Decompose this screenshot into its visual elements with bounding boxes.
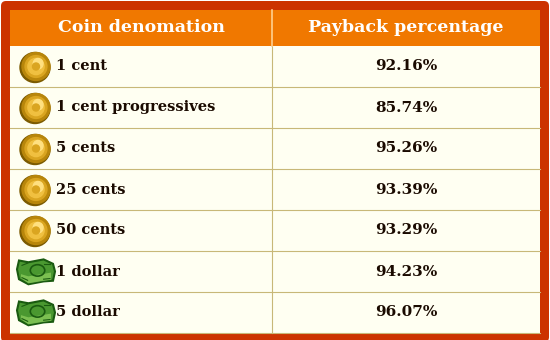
Circle shape bbox=[25, 220, 47, 241]
Text: Coin denomation: Coin denomation bbox=[58, 19, 224, 36]
Circle shape bbox=[22, 52, 50, 81]
Polygon shape bbox=[17, 259, 55, 284]
Circle shape bbox=[22, 217, 50, 244]
Circle shape bbox=[22, 135, 50, 163]
Circle shape bbox=[25, 55, 47, 78]
Text: 93.39%: 93.39% bbox=[375, 183, 437, 197]
Text: 92.16%: 92.16% bbox=[375, 59, 437, 73]
Circle shape bbox=[28, 58, 44, 74]
Polygon shape bbox=[21, 313, 51, 324]
Text: 93.29%: 93.29% bbox=[375, 223, 437, 238]
Circle shape bbox=[25, 178, 47, 200]
Text: 1 cent: 1 cent bbox=[56, 59, 107, 73]
Ellipse shape bbox=[33, 58, 43, 69]
Circle shape bbox=[32, 104, 40, 111]
Circle shape bbox=[20, 175, 50, 205]
Circle shape bbox=[20, 52, 50, 83]
Text: 5 dollar: 5 dollar bbox=[56, 306, 120, 320]
Circle shape bbox=[28, 99, 44, 116]
Text: 94.23%: 94.23% bbox=[375, 265, 437, 278]
Circle shape bbox=[28, 181, 44, 198]
Text: 1 dollar: 1 dollar bbox=[56, 265, 120, 278]
Ellipse shape bbox=[33, 140, 43, 151]
Circle shape bbox=[25, 138, 47, 159]
Circle shape bbox=[28, 140, 44, 157]
Text: 85.74%: 85.74% bbox=[375, 101, 437, 115]
Circle shape bbox=[20, 94, 50, 123]
Text: 5 cents: 5 cents bbox=[56, 141, 116, 155]
Text: Payback percentage: Payback percentage bbox=[309, 19, 504, 36]
Text: 95.26%: 95.26% bbox=[375, 141, 437, 155]
FancyBboxPatch shape bbox=[10, 10, 540, 46]
Text: 50 cents: 50 cents bbox=[56, 223, 125, 238]
Circle shape bbox=[20, 217, 50, 246]
Ellipse shape bbox=[33, 99, 43, 110]
Circle shape bbox=[32, 145, 40, 152]
Circle shape bbox=[32, 227, 40, 234]
Polygon shape bbox=[17, 301, 55, 325]
Ellipse shape bbox=[33, 182, 43, 192]
Polygon shape bbox=[21, 273, 51, 283]
Bar bbox=[10, 46, 540, 333]
Circle shape bbox=[22, 175, 50, 204]
Text: 1 cent progressives: 1 cent progressives bbox=[56, 101, 216, 115]
Circle shape bbox=[22, 94, 50, 121]
Text: 96.07%: 96.07% bbox=[375, 306, 437, 320]
Circle shape bbox=[32, 63, 40, 70]
Circle shape bbox=[28, 222, 44, 239]
Circle shape bbox=[20, 135, 50, 165]
Circle shape bbox=[25, 97, 47, 118]
Ellipse shape bbox=[33, 222, 43, 233]
Text: 25 cents: 25 cents bbox=[56, 183, 125, 197]
Circle shape bbox=[32, 186, 40, 193]
